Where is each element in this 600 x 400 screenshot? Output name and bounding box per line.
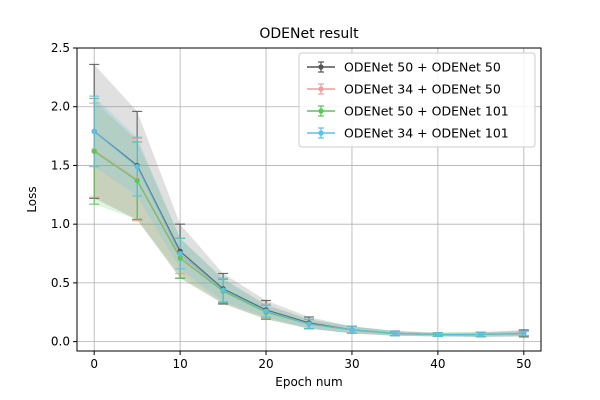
y-tick-label: 0.5 (51, 276, 70, 290)
legend-marker (318, 108, 324, 114)
error-band-series-2 (94, 103, 524, 337)
y-tick-label: 1.0 (51, 217, 70, 231)
x-axis-ticks: 0 10 20 30 40 50 (90, 351, 531, 371)
x-axis-label: Epoch num (275, 375, 342, 389)
point-series-4 (392, 330, 398, 336)
legend: ODENet 50 + ODENet 50 ODENet 34 + ODENet … (298, 52, 536, 148)
x-tick-label: 20 (258, 357, 273, 371)
point-series-4 (306, 321, 312, 327)
y-tick-label: 1.5 (51, 158, 70, 172)
legend-marker (318, 64, 324, 70)
y-tick-label: 0.0 (51, 335, 70, 349)
point-series-4 (220, 287, 226, 293)
y-tick-label: 2.5 (51, 41, 70, 55)
point-series-4 (91, 128, 97, 134)
x-tick-label: 40 (430, 357, 445, 371)
legend-label: ODENet 34 + ODENet 50 (344, 82, 501, 97)
point-series-4 (263, 308, 269, 314)
point-series-4 (478, 331, 484, 338)
point-series-3 (134, 178, 140, 184)
point-series-4 (435, 331, 441, 338)
point-series-3 (177, 255, 183, 261)
error-band-series-1 (94, 64, 524, 337)
chart-title: ODENet result (259, 26, 359, 42)
legend-label: ODENet 34 + ODENet 101 (344, 126, 509, 141)
x-tick-label: 50 (516, 357, 531, 371)
point-series-4 (349, 327, 355, 333)
legend-marker (318, 130, 324, 136)
x-tick-label: 30 (344, 357, 359, 371)
legend-label: ODENet 50 + ODENet 50 (344, 60, 501, 75)
error-band-series-4 (94, 96, 524, 337)
x-tick-label: 10 (172, 357, 187, 371)
error-bands (94, 64, 524, 337)
legend-item-4: ODENet 34 + ODENet 101 (307, 126, 509, 141)
point-series-4 (177, 250, 183, 257)
y-tick-label: 2.0 (51, 100, 70, 114)
error-band-series-3 (94, 98, 524, 337)
legend-box (298, 52, 536, 148)
legend-label: ODENet 50 + ODENet 101 (344, 104, 509, 119)
y-axis-ticks: 0.0 0.5 1.0 1.5 2.0 2.5 (51, 41, 77, 349)
data-points (91, 128, 527, 338)
x-tick-label: 0 (90, 357, 98, 371)
plot-frame (76, 47, 542, 352)
point-series-3 (91, 148, 97, 154)
legend-item-2: ODENet 34 + ODENet 50 (307, 82, 501, 97)
legend-item-1: ODENet 50 + ODENet 50 (307, 60, 501, 75)
y-axis-label: Loss (25, 186, 39, 212)
point-series-4 (134, 164, 140, 170)
legend-item-3: ODENet 50 + ODENet 101 (307, 104, 509, 119)
point-series-4 (521, 330, 527, 336)
legend-marker (318, 86, 324, 92)
